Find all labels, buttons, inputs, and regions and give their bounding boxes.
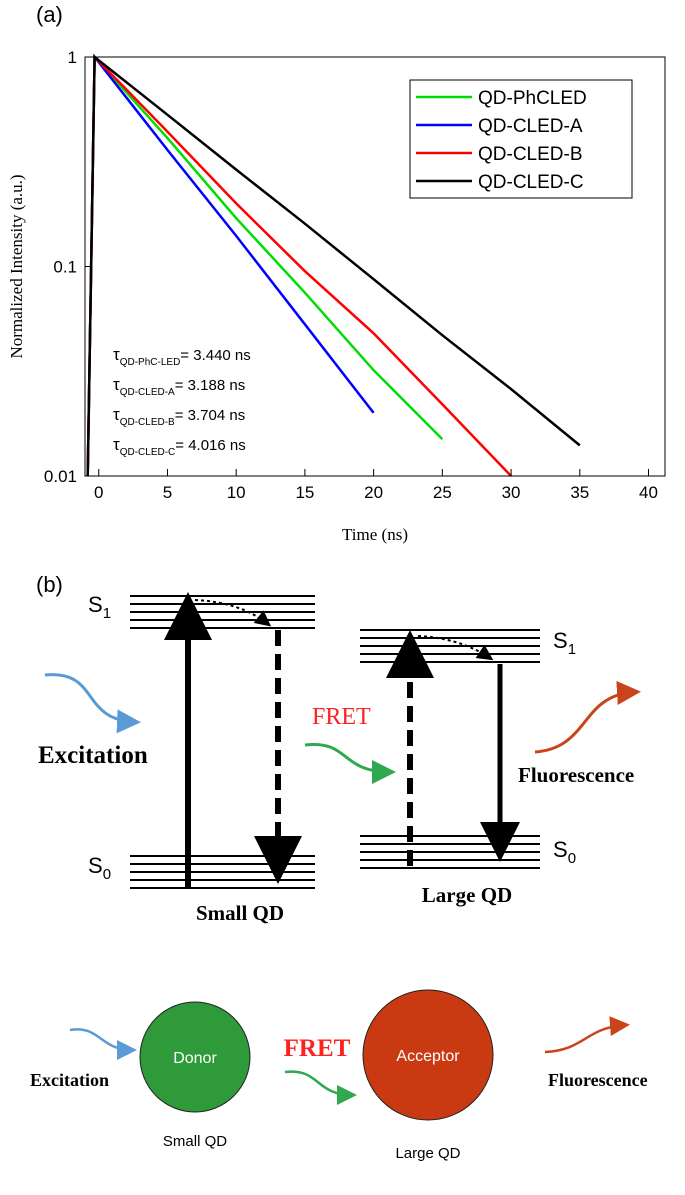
fluorescence-label: Fluorescence <box>518 763 634 787</box>
excitation-label: Excitation <box>38 742 148 769</box>
y-tick-label: 0.1 <box>53 258 77 277</box>
fluorescence-label: Fluorescence <box>548 1070 648 1090</box>
tau-subscript: QD-CLED-B <box>120 417 175 428</box>
energy-diagram <box>44 592 641 889</box>
x-tick-label: 0 <box>94 483 103 502</box>
y-tick-label: 0.01 <box>44 467 77 486</box>
tau-symbol: τ <box>113 405 120 424</box>
legend-box <box>409 79 633 199</box>
legend-label: QD-PhCLED <box>478 88 587 109</box>
x-tick-label: 30 <box>502 483 521 502</box>
lifetime-annotation: τQD-PhC-LED= 3.440 ns <box>113 345 251 368</box>
x-tick-label: 20 <box>364 483 383 502</box>
y-axis-title: Normalized Intensity (a.u.) <box>7 174 26 358</box>
x-tick-label: 10 <box>227 483 246 502</box>
tau-subscript: QD-PhC-LED <box>120 357 181 368</box>
excitation-label: Excitation <box>30 1070 109 1090</box>
level-label: S1 <box>553 628 576 658</box>
lifetime-annotation: τQD-CLED-B= 3.704 ns <box>113 405 245 428</box>
tau-value: = 3.704 ns <box>175 407 245 424</box>
acceptor-label: Acceptor <box>396 1048 460 1065</box>
x-tick-label: 15 <box>295 483 314 502</box>
x-tick-label: 40 <box>639 483 658 502</box>
qd-label: Large QD <box>422 883 512 907</box>
lifetime-annotation: τQD-CLED-C= 4.016 ns <box>113 435 246 458</box>
tau-symbol: τ <box>113 375 120 394</box>
tau-subscript: QD-CLED-A <box>120 387 175 398</box>
donor-label: Donor <box>173 1050 217 1067</box>
legend-label: QD-CLED-B <box>478 144 583 165</box>
tau-value: = 4.016 ns <box>175 437 245 454</box>
decay-line <box>86 53 444 477</box>
panel-label: (a) <box>36 2 63 27</box>
legend-label: QD-CLED-A <box>478 116 583 137</box>
qd-label: Small QD <box>163 1133 227 1150</box>
decay-line <box>86 53 513 477</box>
level-label: S0 <box>553 837 576 867</box>
transfer-diagram <box>69 989 630 1121</box>
fret-label: FRET <box>312 704 371 730</box>
panel-label: (b) <box>36 572 63 597</box>
decay-line <box>86 54 581 477</box>
level-label: S0 <box>88 853 111 883</box>
tau-subscript: QD-CLED-C <box>120 447 176 458</box>
x-tick-label: 35 <box>570 483 589 502</box>
tau-value: = 3.440 ns <box>180 347 250 364</box>
y-tick-label: 1 <box>68 48 77 67</box>
tau-symbol: τ <box>113 345 120 364</box>
level-label: S1 <box>88 592 111 622</box>
tau-value: = 3.188 ns <box>175 377 245 394</box>
qd-label: Large QD <box>395 1145 460 1162</box>
x-tick-label: 5 <box>163 483 172 502</box>
x-axis-title: Time (ns) <box>342 525 408 544</box>
legend-label: QD-CLED-C <box>478 172 584 193</box>
fret-label: FRET <box>284 1035 351 1062</box>
x-tick-label: 25 <box>433 483 452 502</box>
tau-symbol: τ <box>113 435 120 454</box>
qd-label: Small QD <box>196 901 284 925</box>
lifetime-annotation: τQD-CLED-A= 3.188 ns <box>113 375 245 398</box>
